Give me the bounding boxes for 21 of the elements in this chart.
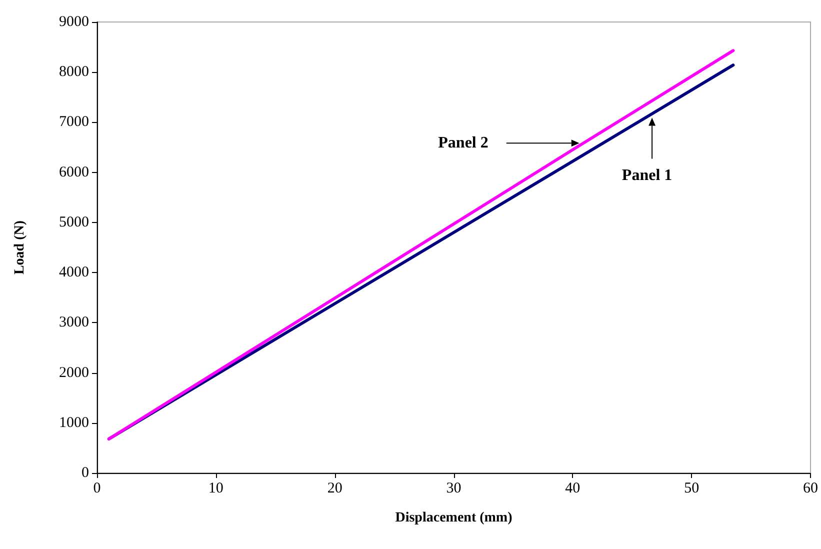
y-tick-label: 3000	[59, 314, 89, 331]
y-tick-label: 9000	[59, 14, 89, 30]
y-tick-label: 1000	[59, 414, 89, 431]
series-label: Panel 1	[622, 167, 672, 184]
y-tick-label: 7000	[59, 114, 89, 130]
x-tick-label: 30	[446, 480, 462, 496]
x-tick-label: 50	[684, 480, 700, 496]
y-tick-label: 4000	[59, 264, 89, 281]
x-tick-label: 20	[327, 480, 342, 496]
y-tick-label: 8000	[59, 64, 89, 80]
x-tick-label: 40	[565, 480, 580, 496]
y-tick-label: 6000	[59, 164, 89, 180]
y-tick-label: 2000	[59, 364, 89, 381]
y-tick-label: 5000	[59, 214, 89, 230]
x-tick-label: 0	[93, 480, 101, 496]
x-axis-title: Displacement (mm)	[395, 510, 513, 526]
x-tick-label: 10	[208, 480, 224, 496]
x-tick-label: 60	[803, 480, 818, 496]
y-axis-title: Load (N)	[12, 220, 28, 275]
y-tick-label: 0	[82, 465, 89, 481]
text: Panel 2	[438, 134, 488, 152]
